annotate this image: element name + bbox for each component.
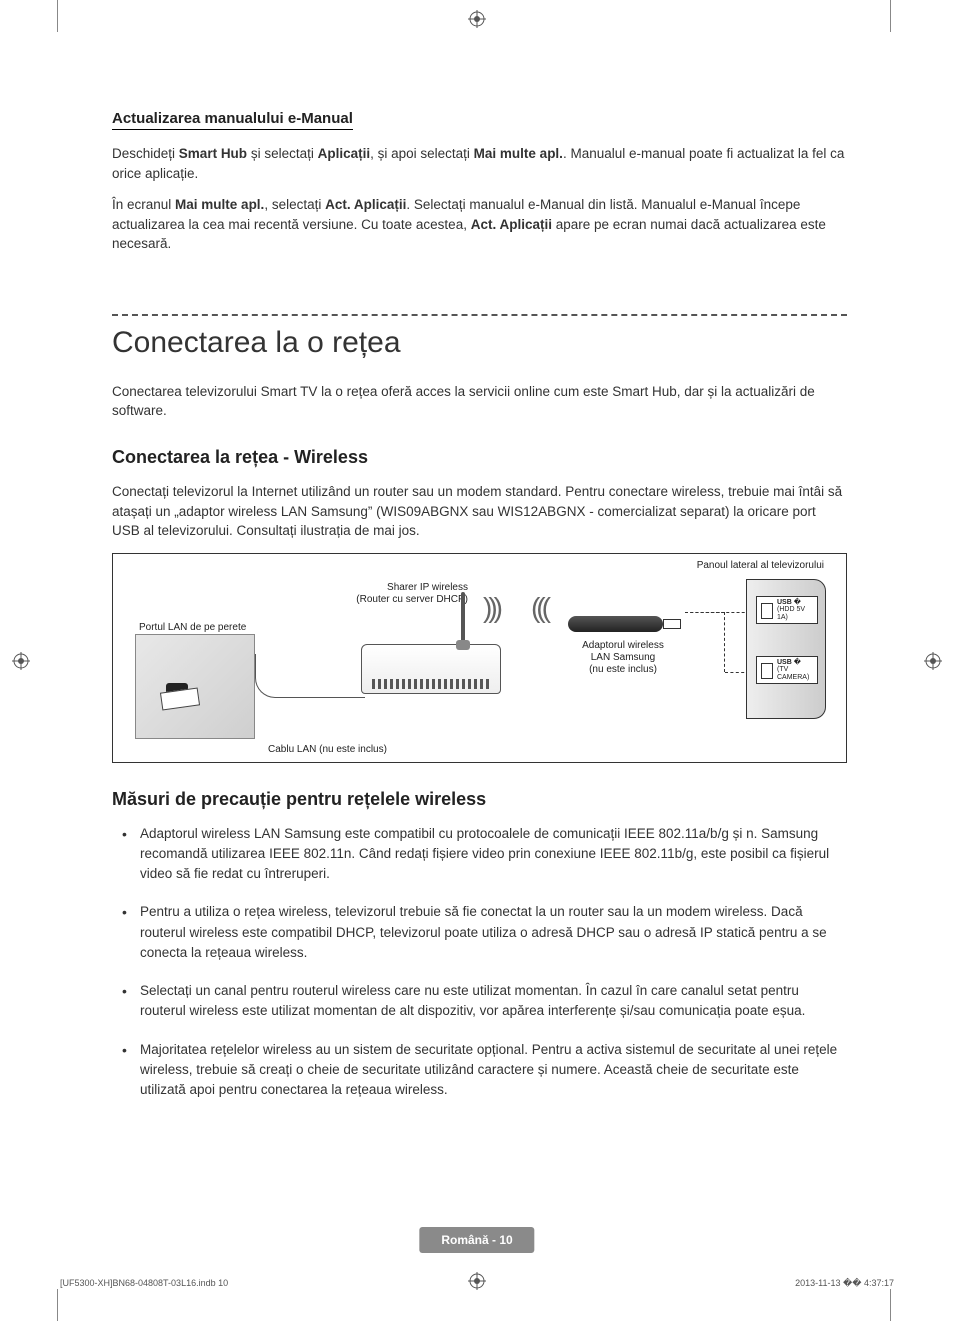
wireless-connection-diagram: Panoul lateral al televizorului Sharer I…: [112, 553, 847, 763]
registration-mark-icon: [468, 1272, 486, 1290]
list-item: Majoritatea rețelelor wireless au un sis…: [112, 1040, 847, 1101]
crop-mark: [57, 1289, 58, 1321]
subheading-wireless: Conectarea la rețea - Wireless: [112, 447, 847, 468]
precautions-list: Adaptorul wireless LAN Samsung este comp…: [112, 824, 847, 1101]
section-divider: [112, 314, 847, 316]
diagram-label-router: Sharer IP wireless (Router cu server DHC…: [338, 582, 468, 606]
router-icon: [361, 644, 501, 694]
wireless-adapter-icon: [568, 616, 663, 632]
content-area: Actualizarea manualului e-Manual Deschid…: [112, 110, 847, 1118]
usb-port-icon: USB �἞(HDD 5V 1A): [756, 596, 818, 624]
list-item: Pentru a utiliza o rețea wireless, telev…: [112, 902, 847, 963]
diagram-label-lan-cable: Cablu LAN (nu este inclus): [268, 744, 387, 756]
registration-mark-icon: [468, 10, 486, 28]
diagram-label-wall-port: Portul LAN de pe perete: [139, 622, 246, 634]
crop-mark: [890, 0, 891, 32]
wall-jack-icon: [135, 634, 255, 739]
list-item: Selectați un canal pentru routerul wirel…: [112, 981, 847, 1022]
footer-filename: [UF5300-XH]BN68-04808T-03L16.indb 10: [60, 1278, 228, 1288]
wifi-waves-icon: ))): [483, 592, 499, 624]
dashed-connector-line: [685, 612, 725, 672]
paragraph: În ecranul Mai multe apl., selectați Act…: [112, 195, 847, 254]
adapter-connector-icon: [663, 619, 681, 629]
crop-mark: [890, 1289, 891, 1321]
registration-mark-icon: [924, 652, 942, 670]
heading-network: Conectarea la o rețea: [112, 326, 847, 360]
paragraph: Deschideți Smart Hub și selectați Aplica…: [112, 144, 847, 183]
page: Actualizarea manualului e-Manual Deschid…: [0, 0, 954, 1321]
page-number-pill: Română - 10: [419, 1227, 534, 1253]
footer-timestamp: 2013-11-13 �� 4:37:17: [795, 1278, 894, 1289]
crop-mark: [57, 0, 58, 32]
section-title-emanual: Actualizarea manualului e-Manual: [112, 110, 353, 130]
diagram-label-tv-panel: Panoul lateral al televizorului: [697, 560, 824, 572]
registration-mark-icon: [12, 652, 30, 670]
antenna-base-icon: [456, 640, 470, 650]
wifi-waves-icon: ))): [535, 592, 551, 624]
antenna-icon: [461, 592, 465, 647]
diagram-label-adapter: Adaptorul wireless LAN Samsung (nu este …: [568, 640, 678, 676]
paragraph: Conectați televizorul la Internet utiliz…: [112, 482, 847, 541]
paragraph: Conectarea televizorului Smart TV la o r…: [112, 382, 847, 421]
list-item: Adaptorul wireless LAN Samsung este comp…: [112, 824, 847, 885]
lan-cable-line: [255, 654, 365, 698]
usb-port-icon: USB �἞(TV CAMERA): [756, 656, 818, 684]
subheading-precautions: Măsuri de precauție pentru rețelele wire…: [112, 789, 847, 810]
